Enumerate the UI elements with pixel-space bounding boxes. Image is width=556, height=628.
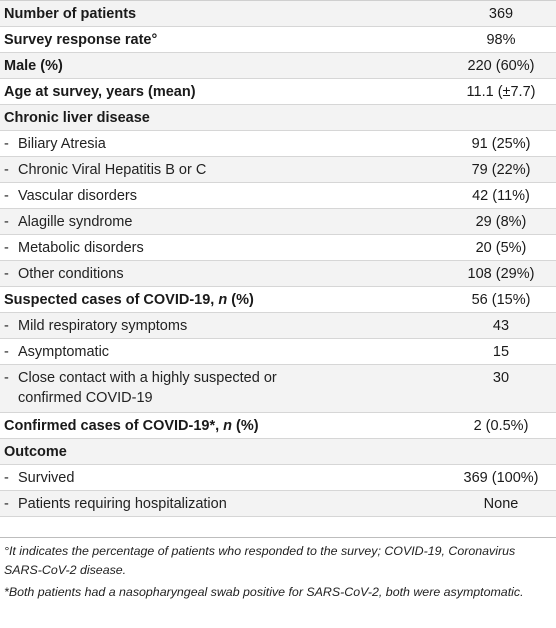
row-label-text: Other conditions [18, 266, 124, 282]
bullet-dash: - [4, 240, 9, 256]
row-label-text: Asymptomatic [18, 344, 110, 360]
row-label-suffix: (%) [232, 418, 259, 434]
row-label: - Other conditions [0, 264, 416, 284]
row-label-suffix: (%) [227, 292, 254, 308]
row-label-text: Close contact with a highly suspected or… [18, 370, 277, 406]
table-row: - Survived 369 (100%) [0, 465, 556, 491]
bullet-dash: - [4, 470, 9, 486]
row-label-italic: n [223, 418, 233, 434]
row-value: 369 (100%) [463, 470, 539, 486]
table-row: - Chronic Viral Hepatitis B or C 79 (22%) [0, 157, 556, 183]
row-value: 56 (15%) [471, 292, 531, 308]
row-value: 79 (22%) [471, 162, 531, 178]
row-value: 91 (25%) [471, 136, 531, 152]
patient-characteristics-table: Number of patients 369 Survey response rat… [0, 0, 556, 517]
table-row: Male (%) 220 (60%) [0, 53, 556, 79]
table-row: - Asymptomatic 15 [0, 339, 556, 365]
row-value: 20 (5%) [475, 240, 527, 256]
bullet-dash: - [4, 318, 9, 334]
row-label: Survey response rate° [0, 30, 416, 50]
table-row: - Vascular disorders 42 (11%) [0, 183, 556, 209]
row-label: Male (%) [0, 56, 416, 76]
row-value: 108 (29%) [467, 266, 535, 282]
row-label: - Metabolic disorders [0, 238, 416, 258]
table-row: Number of patients 369 [0, 1, 556, 27]
row-value: 98% [486, 32, 516, 48]
row-label: Chronic liver disease [0, 108, 416, 128]
row-value: None [483, 496, 519, 512]
row-label: Outcome [0, 442, 416, 462]
row-value: 2 (0.5%) [473, 418, 529, 434]
row-label-text: Survey response rate° [4, 32, 158, 48]
row-label-text: Survived [18, 470, 75, 486]
row-label: - Vascular disorders [0, 186, 416, 206]
row-value: 220 (60%) [467, 58, 535, 74]
table-row: Age at survey, years (mean) 11.1 (±7.7) [0, 79, 556, 105]
row-label-text: Male (%) [4, 58, 63, 74]
row-value: 369 [488, 6, 514, 22]
row-label-text: Mild respiratory symptoms [18, 318, 188, 334]
row-label: - Asymptomatic [0, 342, 416, 362]
row-value: 30 [492, 370, 510, 386]
row-label-text: Alagille syndrome [18, 214, 133, 230]
row-label-text: Vascular disorders [18, 188, 138, 204]
row-label: - Biliary Atresia [0, 134, 416, 154]
row-label-text: Biliary Atresia [18, 136, 106, 152]
table-row: - Patients requiring hospitalization None [0, 491, 556, 517]
row-label: - Mild respiratory symptoms [0, 316, 416, 336]
table-row: - Metabolic disorders 20 (5%) [0, 235, 556, 261]
bullet-dash: - [4, 496, 9, 512]
table-row: Suspected cases of COVID-19, n (%) 56 (15… [0, 287, 556, 313]
bullet-dash: - [4, 266, 9, 282]
table-top-rule [0, 0, 556, 1]
row-label-text: Age at survey, years (mean) [4, 84, 196, 100]
row-value: 11.1 (±7.7) [466, 84, 536, 100]
row-label: Age at survey, years (mean) [0, 82, 416, 102]
row-label-text: Patients requiring hospitalization [18, 496, 227, 512]
row-label: - Patients requiring hospitalization [0, 494, 416, 514]
row-label: - Survived [0, 468, 416, 488]
bullet-dash: - [4, 214, 9, 230]
row-value: 43 [492, 318, 510, 334]
table-row: - Other conditions 108 (29%) [0, 261, 556, 287]
row-label-text: Confirmed cases of COVID-19*, [4, 418, 224, 434]
bullet-dash: - [4, 370, 9, 386]
row-label-text: Chronic Viral Hepatitis B or C [18, 162, 207, 178]
table-body: Number of patients 369 Survey response rat… [0, 1, 556, 517]
bullet-dash: - [4, 162, 9, 178]
row-label: Number of patients [0, 4, 416, 24]
bullet-dash: - [4, 136, 9, 152]
row-label: Confirmed cases of COVID-19*, n (%) [0, 416, 416, 436]
row-label-italic: n [218, 292, 228, 308]
table-row: - Biliary Atresia 91 (25%) [0, 131, 556, 157]
footnote-confirmed-cases: *Both patients had a nasopharyngeal swab… [4, 585, 524, 599]
table-row: Chronic liver disease [0, 105, 556, 131]
row-label-text: Number of patients [4, 6, 137, 22]
row-label: - Chronic Viral Hepatitis B or C [0, 160, 416, 180]
row-value: 15 [492, 344, 510, 360]
table-row: - Alagille syndrome 29 (8%) [0, 209, 556, 235]
row-value: 29 (8%) [475, 214, 527, 230]
table-footnotes: °It indicates the percentage of patients… [4, 542, 552, 605]
table-row: Outcome [0, 439, 556, 465]
row-label: - Alagille syndrome [0, 212, 416, 232]
row-label: - Close contact with a highly suspected o… [0, 368, 416, 408]
row-label-text: Metabolic disorders [18, 240, 144, 256]
table-row: Survey response rate° 98% [0, 27, 556, 53]
footnote-response-rate: °It indicates the percentage of patients… [4, 544, 516, 577]
row-label-text: Outcome [4, 444, 67, 460]
table-bottom-rule [0, 537, 556, 538]
bullet-dash: - [4, 188, 9, 204]
bullet-dash: - [4, 344, 9, 360]
table-row: Confirmed cases of COVID-19*, n (%) 2 (0.… [0, 413, 556, 439]
row-label-text: Suspected cases of COVID-19, [4, 292, 219, 308]
row-label: Suspected cases of COVID-19, n (%) [0, 290, 416, 310]
row-value: 42 (11%) [472, 188, 530, 204]
table-row: - Close contact with a highly suspected o… [0, 365, 556, 413]
row-label-text: Chronic liver disease [4, 110, 150, 126]
table-row: - Mild respiratory symptoms 43 [0, 313, 556, 339]
